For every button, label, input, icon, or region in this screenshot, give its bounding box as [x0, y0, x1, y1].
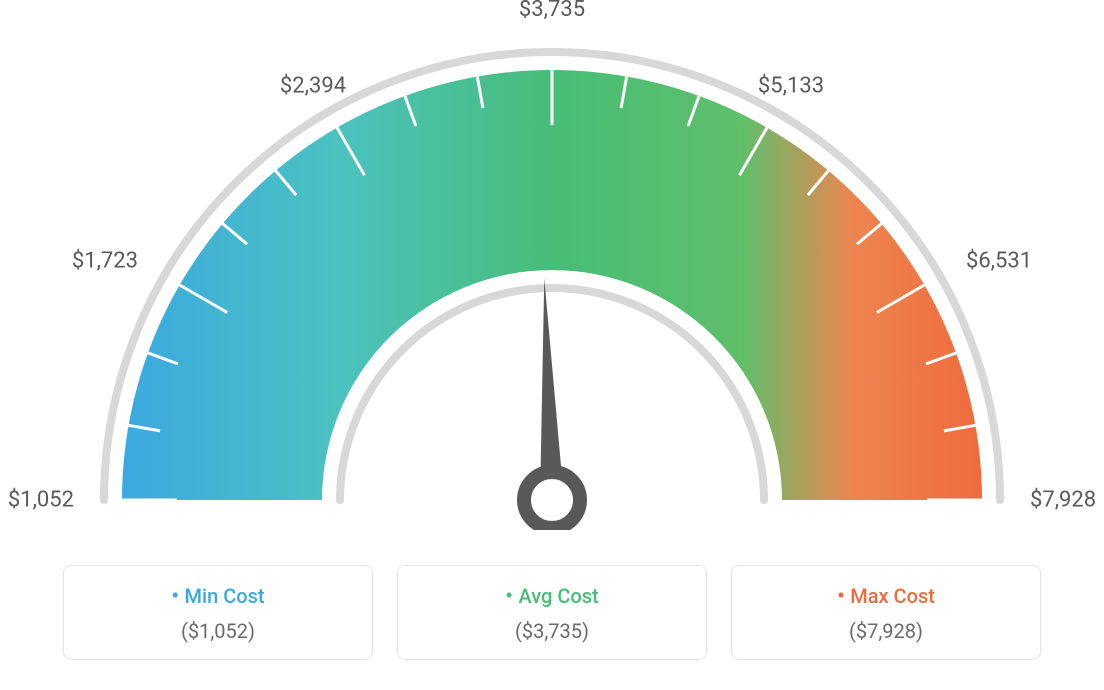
legend-max-value: ($7,928) — [732, 619, 1040, 643]
legend-avg-title: Avg Cost — [398, 584, 706, 609]
legend-min-card: Min Cost ($1,052) — [63, 565, 373, 660]
gauge-tick-label: $2,394 — [280, 74, 346, 99]
legend-min-title: Min Cost — [64, 584, 372, 609]
legend-avg-card: Avg Cost ($3,735) — [397, 565, 707, 660]
legend-max-title: Max Cost — [732, 584, 1040, 609]
legend-row: Min Cost ($1,052) Avg Cost ($3,735) Max … — [0, 565, 1104, 660]
gauge-tick-label: $6,531 — [966, 249, 1032, 274]
gauge-tick-label: $1,723 — [72, 249, 138, 274]
gauge-tick-label: $3,735 — [519, 0, 585, 22]
legend-min-value: ($1,052) — [64, 619, 372, 643]
gauge-tick-label: $5,133 — [758, 74, 824, 99]
gauge-svg — [0, 0, 1104, 530]
gauge-tick-label: $7,928 — [1030, 488, 1096, 513]
legend-avg-value: ($3,735) — [398, 619, 706, 643]
legend-max-card: Max Cost ($7,928) — [731, 565, 1041, 660]
cost-gauge: $1,052 $1,723 $2,394 $3,735 $5,133 $6,531 $7,9… — [0, 0, 1104, 530]
gauge-tick-label: $1,052 — [8, 488, 74, 513]
